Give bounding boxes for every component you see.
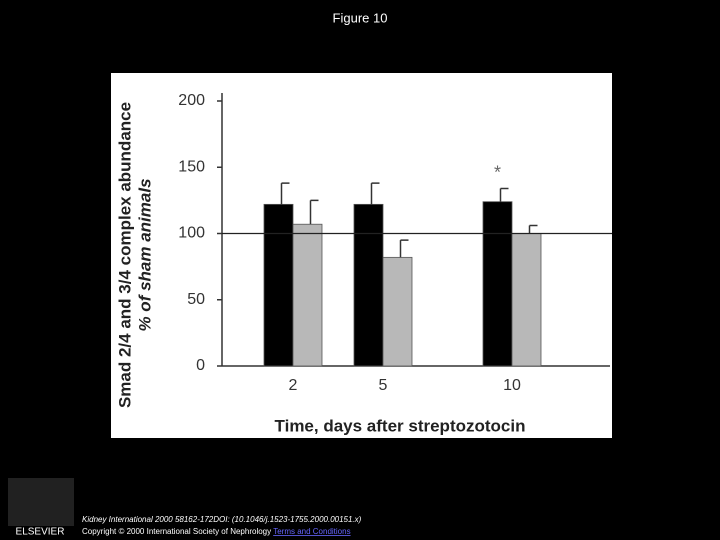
error-bar	[528, 224, 538, 234]
error-bar	[309, 199, 319, 225]
x-tick-label: 2	[289, 377, 298, 394]
bar	[511, 233, 542, 367]
logo-box	[8, 478, 74, 526]
bar	[482, 201, 513, 367]
error-bar	[280, 182, 290, 205]
copyright-text: Copyright © 2000 International Society o…	[82, 527, 271, 536]
terms-link[interactable]: Terms and Conditions	[273, 527, 350, 536]
figure-title: Figure 10	[333, 10, 388, 25]
y-tick-label: 100	[178, 225, 205, 242]
bar	[382, 256, 413, 367]
x-tick-label: 5	[379, 377, 388, 394]
y-tick-label: 50	[187, 291, 205, 308]
y-tick-label: 200	[178, 92, 205, 109]
x-tick-label: 10	[503, 377, 521, 394]
y-tick-label: 150	[178, 158, 205, 175]
x-axis-label: Time, days after streptozotocin	[275, 416, 526, 435]
copyright: Copyright © 2000 International Society o…	[82, 527, 351, 536]
error-bar	[370, 182, 380, 205]
y-axis-label: Smad 2/4 and 3/4 complex abundance	[115, 102, 134, 408]
bar	[353, 203, 384, 367]
error-bar	[499, 187, 509, 202]
bar	[263, 203, 294, 367]
annotation: *	[494, 163, 501, 183]
y-axis-sublabel: % of sham animals	[135, 178, 154, 331]
bar	[292, 223, 323, 367]
y-tick-label: 0	[196, 357, 205, 374]
logo-text: ELSEVIER	[16, 527, 65, 538]
error-bar	[399, 239, 409, 258]
citation: Kidney International 2000 58162-172DOI: …	[82, 515, 362, 524]
